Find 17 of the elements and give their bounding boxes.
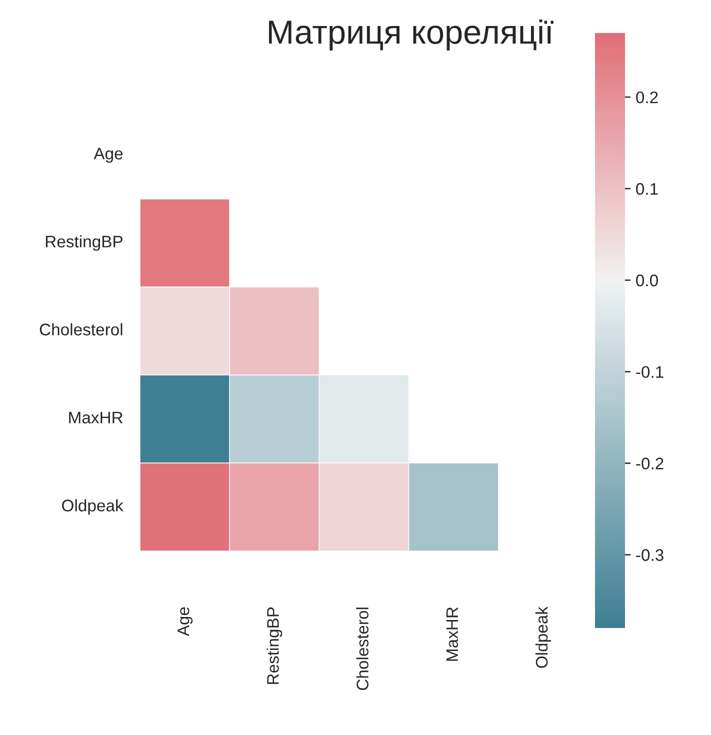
x-tick-label: MaxHR — [446, 607, 458, 661]
y-tick-label: Age — [94, 148, 123, 163]
color-bar-label: 0.1 — [636, 183, 658, 195]
color-bar-label: 0.0 — [636, 274, 658, 286]
y-tick-label: RestingBP — [46, 235, 122, 251]
chart-title: Матриця кореляції — [269, 19, 554, 51]
y-tick-label: Oldpeak — [62, 499, 124, 515]
color-bar-label: -0.3 — [636, 549, 664, 561]
y-tick-label: MaxHR — [69, 412, 123, 424]
x-tick-label: Cholesterol — [356, 608, 368, 690]
x-tick-label: RestingBP — [266, 607, 282, 684]
x-tick-label: Oldpeak — [535, 606, 551, 668]
color-bar-label: -0.1 — [636, 366, 664, 378]
y-tick-label: Cholesterol — [40, 323, 122, 336]
color-bar-label: -0.2 — [636, 458, 664, 470]
x-tick-label: Age — [178, 607, 193, 636]
color-bar-label: 0.2 — [636, 91, 658, 104]
